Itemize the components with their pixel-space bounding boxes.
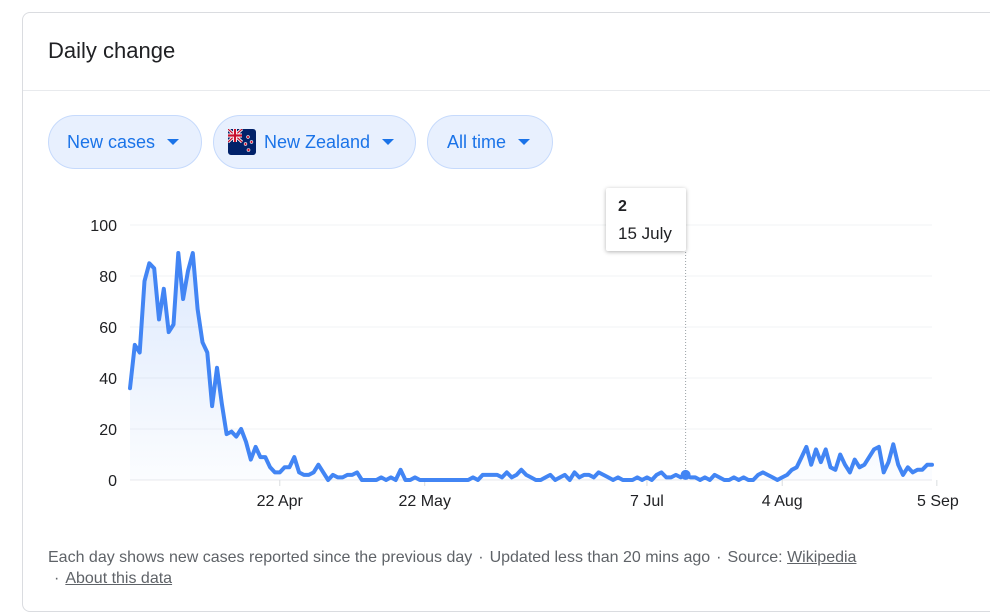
y-tick-label: 20 xyxy=(99,422,117,439)
tooltip-value: 2 xyxy=(618,198,627,215)
metric-dropdown-label: New cases xyxy=(67,131,156,152)
region-dropdown-label: New Zealand xyxy=(264,131,371,152)
footer-separator: · xyxy=(716,549,722,566)
x-tick-label: 5 Sep xyxy=(917,493,959,510)
footer-separator: · xyxy=(54,570,60,587)
x-tick-label: 4 Aug xyxy=(762,493,803,510)
caret-down-icon xyxy=(167,139,180,145)
time-range-dropdown-label: All time xyxy=(447,131,507,152)
data-tooltip: 2 15 July xyxy=(606,188,686,251)
y-tick-label: 100 xyxy=(90,218,117,235)
series-area xyxy=(130,253,932,480)
caret-down-icon xyxy=(518,139,531,145)
series-line xyxy=(128,251,934,482)
new-zealand-flag-icon xyxy=(228,129,256,155)
y-tick-label: 60 xyxy=(99,320,117,337)
x-tick-label: 22 May xyxy=(398,493,450,510)
y-tick-label: 40 xyxy=(99,371,117,388)
y-tick-label: 80 xyxy=(99,269,117,286)
x-tick-label: 7 Jul xyxy=(630,493,664,510)
region-dropdown[interactable]: New Zealand xyxy=(213,115,416,169)
card-title: Daily change xyxy=(48,38,176,63)
caret-down-icon xyxy=(382,139,395,145)
hover-point[interactable] xyxy=(680,469,691,480)
footer-separator: · xyxy=(478,549,484,566)
y-tick-label: 0 xyxy=(108,473,117,490)
source-link[interactable]: Wikipedia xyxy=(787,549,857,566)
metric-dropdown[interactable]: New cases xyxy=(48,115,202,169)
footer-source-label: Source: xyxy=(727,549,783,566)
footer-updated: Updated less than 20 mins ago xyxy=(489,549,711,566)
footer-description: Each day shows new cases reported since … xyxy=(48,549,473,566)
header-divider xyxy=(23,90,990,91)
x-tick-label: 22 Apr xyxy=(257,493,304,510)
chart-footer: Each day shows new cases reported since … xyxy=(48,547,978,589)
time-range-dropdown[interactable]: All time xyxy=(427,115,553,169)
about-data-link[interactable]: About this data xyxy=(65,570,173,587)
tooltip-date: 15 July xyxy=(618,224,672,243)
